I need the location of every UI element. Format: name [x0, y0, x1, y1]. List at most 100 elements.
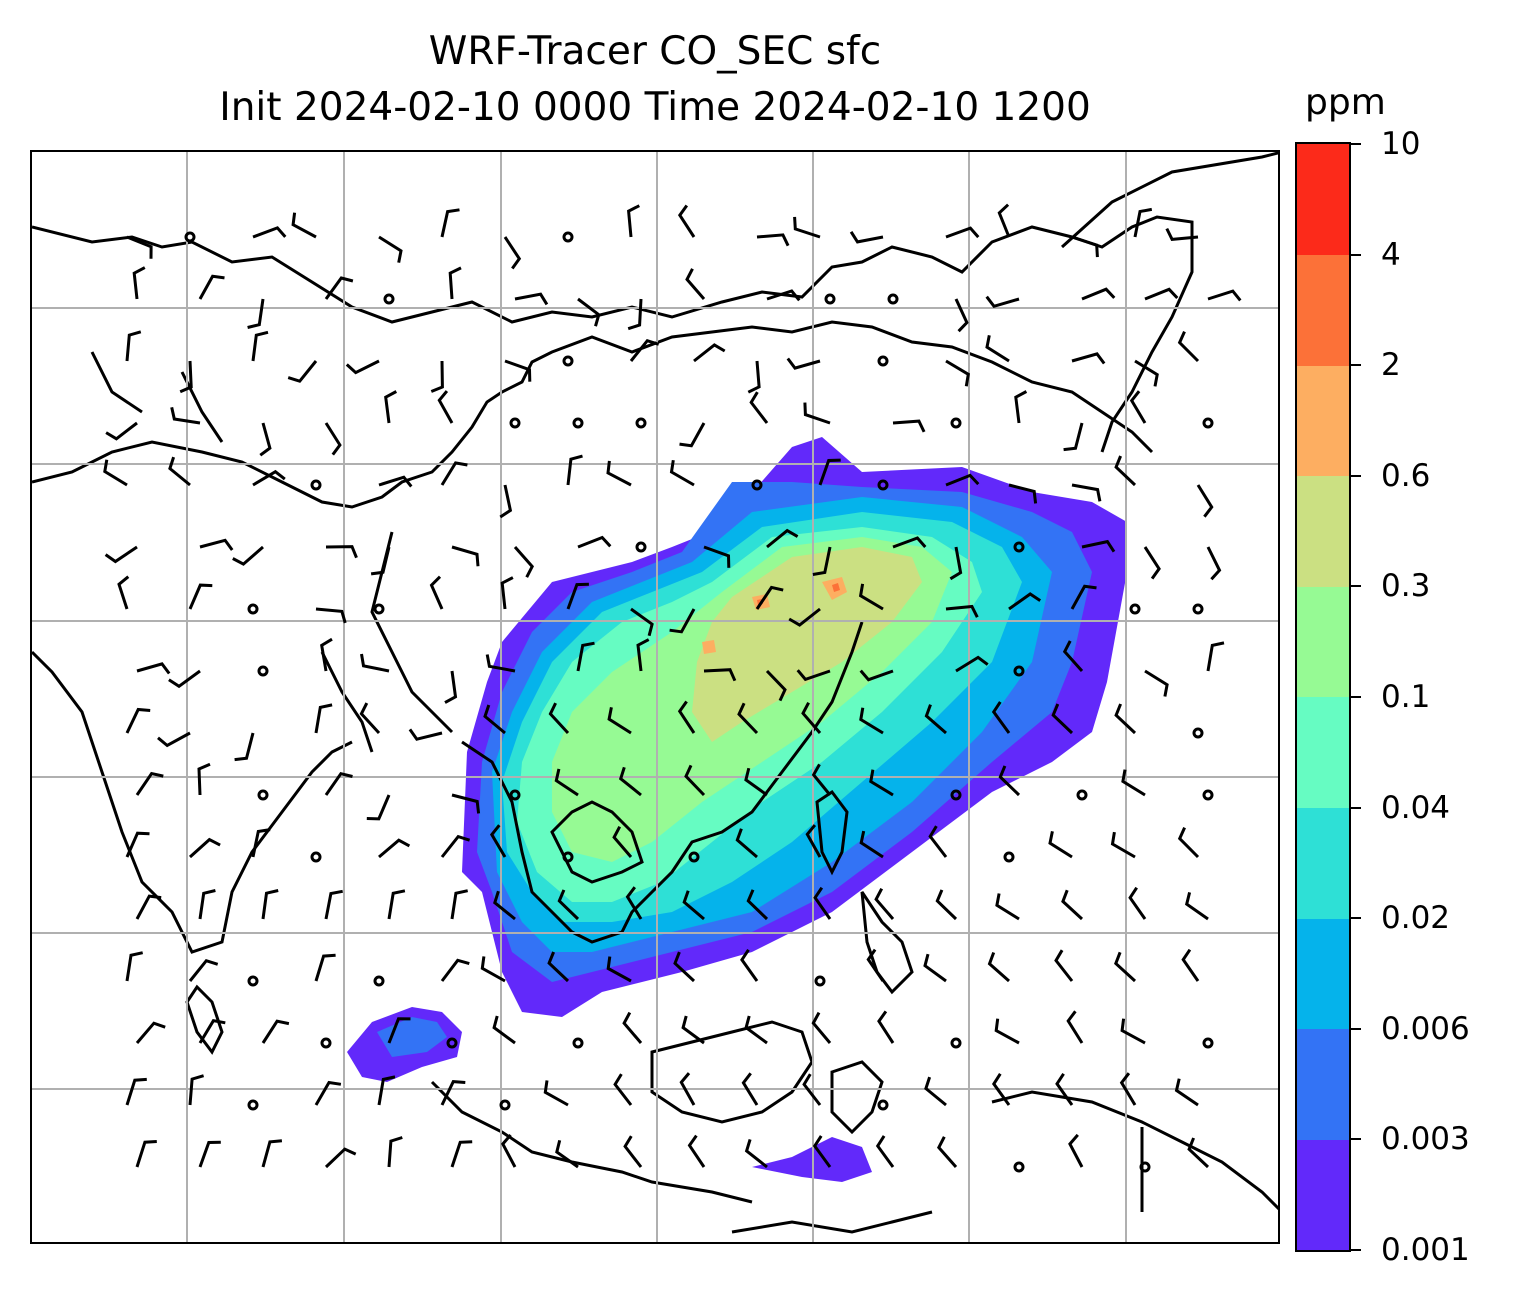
wind-barb — [1110, 831, 1136, 859]
wind-barb — [324, 276, 354, 300]
wind-barb — [1121, 769, 1146, 797]
colorbar-tick — [1351, 1138, 1361, 1141]
wind-barb — [1054, 949, 1074, 982]
colorbar-segment — [1297, 475, 1349, 587]
wind-barb — [103, 459, 128, 487]
colorbar-tick-label: 2 — [1381, 347, 1401, 384]
wind-barb — [997, 203, 1011, 238]
wind-barb — [378, 235, 403, 263]
colorbar-segment — [1297, 697, 1349, 809]
wind-barb — [875, 1135, 895, 1168]
wind-barb — [703, 668, 737, 682]
wind-barb — [261, 1019, 290, 1044]
wind-barb — [923, 953, 947, 983]
colorbar-segment — [1297, 254, 1349, 366]
wind-barb — [117, 575, 130, 610]
wind-barb — [125, 951, 144, 982]
wind-barb — [170, 406, 201, 425]
wind-barb — [687, 1134, 706, 1168]
wind-barb — [234, 732, 255, 762]
wind-barb — [485, 654, 516, 673]
wind-barb — [408, 728, 443, 741]
wind-barb — [1070, 584, 1097, 610]
wind-barb — [985, 335, 1010, 363]
wind-barb — [135, 771, 164, 796]
wind-barb — [679, 1072, 696, 1106]
calm-wind-marker — [509, 789, 521, 801]
wind-barb — [345, 359, 380, 375]
colorbar-segment — [1297, 918, 1349, 1030]
wind-barb — [1114, 455, 1137, 487]
wind-barb — [949, 546, 963, 581]
wind-barb — [945, 473, 980, 487]
wind-barb — [125, 831, 150, 858]
wind-barb — [251, 828, 271, 858]
colorbar-tick-label: 0.006 — [1381, 1010, 1470, 1047]
wind-barb — [1144, 287, 1179, 301]
colorbar-segment — [1297, 1028, 1349, 1140]
wind-barb — [1063, 422, 1084, 452]
wind-barb — [1066, 1010, 1084, 1044]
wind-barb — [125, 707, 151, 734]
wind-barb — [324, 889, 343, 920]
wind-barb — [1081, 287, 1116, 301]
wind-barb — [892, 536, 927, 549]
wind-barb — [669, 459, 695, 487]
wind-barb — [577, 535, 612, 549]
calm-wind-marker — [1202, 417, 1214, 429]
calm-wind-marker — [814, 975, 826, 987]
calm-wind-marker — [562, 355, 574, 367]
wind-barb — [188, 583, 213, 610]
wind-barb — [627, 298, 643, 331]
wind-barb — [613, 1073, 633, 1106]
plume-level-0.6 — [692, 547, 922, 742]
wind-barb — [1207, 289, 1242, 302]
wind-barb — [440, 1080, 466, 1106]
wind-barb — [287, 360, 318, 383]
wind-barb — [924, 704, 947, 735]
colorbar-tick-label: 0.04 — [1381, 789, 1451, 826]
wind-barb — [858, 583, 884, 611]
colorbar-tick — [1351, 585, 1361, 588]
wind-barb — [625, 886, 643, 920]
colorbar-segment — [1297, 144, 1349, 256]
calm-wind-marker — [310, 479, 322, 491]
wind-barb — [1071, 235, 1099, 258]
wind-barb — [135, 1021, 166, 1044]
wind-barb — [811, 763, 832, 796]
wind-barb — [766, 528, 799, 549]
wind-barb — [1129, 390, 1147, 424]
calm-wind-marker — [950, 1037, 962, 1049]
calm-wind-marker — [247, 975, 259, 987]
map-panel[interactable] — [30, 150, 1280, 1244]
map-title-line2: Init 2024-02-10 0000 Time 2024-02-10 120… — [219, 85, 1091, 130]
wind-barb — [1051, 703, 1074, 735]
wind-barb — [954, 298, 969, 333]
wind-barb — [360, 653, 390, 673]
calm-wind-marker — [1013, 541, 1025, 553]
calm-wind-marker — [877, 479, 889, 491]
wind-barb — [489, 824, 507, 858]
wind-barb — [685, 268, 706, 300]
colorbar-tick — [1351, 917, 1361, 920]
wind-barb — [737, 702, 759, 735]
calm-wind-marker — [1139, 1161, 1151, 1173]
wind-barb — [450, 889, 469, 920]
plume-level-2 — [702, 577, 847, 654]
wind-barb — [513, 546, 535, 578]
wind-barb — [1128, 886, 1147, 920]
colorbar-tick-label: 4 — [1381, 236, 1401, 273]
wind-barb — [554, 768, 579, 797]
wind-barb — [492, 1015, 516, 1045]
calm-wind-marker — [1076, 789, 1088, 801]
wind-barbs — [103, 203, 1242, 1173]
wind-barb — [681, 1015, 705, 1045]
calm-wind-marker — [1192, 603, 1204, 615]
wind-barb — [1184, 892, 1209, 921]
wind-barb — [500, 576, 514, 610]
wind-barb — [126, 235, 153, 259]
map-canvas — [32, 152, 1278, 1242]
wind-barb — [188, 1074, 205, 1106]
wind-barb — [259, 422, 272, 457]
colorbar-tick-label: 0.6 — [1381, 457, 1431, 494]
